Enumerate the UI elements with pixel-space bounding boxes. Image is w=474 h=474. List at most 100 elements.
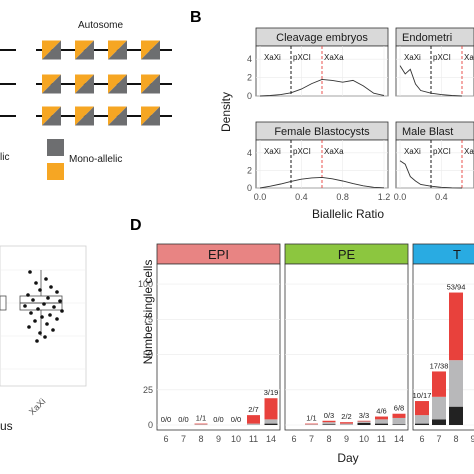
facet-title: Cleavage embryos <box>276 32 368 44</box>
bar-segment-monoallelic <box>264 423 278 425</box>
bar-segment-biallelic <box>432 371 446 397</box>
bar-count-label: 0/3 <box>324 411 334 420</box>
y-tick-label: 0 <box>148 420 153 430</box>
panel-c-grid <box>0 269 86 370</box>
bar-segment-mixed <box>392 417 406 425</box>
facet-title: Male Blast <box>402 126 453 138</box>
panel-d-bar-charts: EPI 0 25 50 75 100 0/0 6 0/0 7 1/1 8 0/0 9 0/0 10 2/7 11 3… <box>138 243 474 444</box>
reference-label: XaXa <box>464 147 474 156</box>
bar-segment-mixed <box>375 419 388 424</box>
bar-segment-mixed <box>194 424 208 425</box>
bar-segment-biallelic <box>322 420 336 423</box>
data-point <box>27 325 31 329</box>
bar-segment-biallelic <box>415 401 429 416</box>
x-tick-label: 11 <box>249 434 258 444</box>
panel-b-ylabel: Density <box>219 92 233 132</box>
x-tick-label: 9 <box>216 434 221 444</box>
allele-tile-mono-half <box>75 74 94 94</box>
x-tick-label: 0.4 <box>435 192 448 202</box>
chromosome-rows <box>0 40 172 126</box>
y-tick-label: 2 <box>247 165 252 175</box>
y-tick-label: 50 <box>143 350 153 360</box>
bar-segment-biallelic <box>375 416 388 420</box>
bar-count-label: 0/0 <box>213 415 223 424</box>
allele-tile-mono-half <box>42 40 61 60</box>
bar-segment-biallelic <box>357 420 371 422</box>
data-point <box>28 270 32 274</box>
data-point <box>36 307 40 311</box>
facet-panel <box>156 263 281 431</box>
bar-segment-mixed <box>322 422 336 425</box>
x-tick-label: 0.0 <box>254 192 267 202</box>
y-tick-label: 100 <box>138 279 153 289</box>
allele-tile-mono-half <box>141 74 160 94</box>
x-tick-label: 6 <box>291 434 296 444</box>
bar-count-label: 6/8 <box>394 404 404 413</box>
bar-segment-mixed <box>264 419 278 424</box>
bar-segment-biallelic <box>194 423 208 425</box>
x-tick-label: 8 <box>326 434 331 444</box>
x-tick-label: 10 <box>231 434 241 444</box>
bar-segment-biallelic <box>247 415 260 424</box>
data-point <box>45 322 49 326</box>
panel-d-xlabel: Day <box>337 451 358 465</box>
data-point <box>38 288 42 292</box>
facet-title: PE <box>338 247 356 262</box>
data-point <box>46 296 50 300</box>
x-tick-label: 0.8 <box>336 192 349 202</box>
density-line <box>259 78 385 97</box>
reference-label: pXCI <box>433 147 451 156</box>
data-point <box>43 335 47 339</box>
data-point <box>23 304 27 308</box>
legend-bi-swatch <box>47 163 64 180</box>
bar-count-label: 53/94 <box>447 283 466 292</box>
x-tick-label: 0.4 <box>295 192 308 202</box>
panel-c-xtick: XaXi <box>27 396 48 417</box>
y-tick-label: 0 <box>247 91 252 101</box>
x-tick-label: 10 <box>359 434 369 444</box>
bar-segment-monoallelic <box>449 406 463 425</box>
reference-label: XaXa <box>324 147 344 156</box>
x-tick-label: 7 <box>309 434 314 444</box>
data-point <box>44 277 48 281</box>
x-tick-label: 9 <box>344 434 349 444</box>
x-tick-label: 8 <box>453 434 458 444</box>
panel-d-ylabel: Number single cells <box>141 260 155 365</box>
x-tick-label: 9 <box>470 434 474 444</box>
panel-c-box-partial <box>0 295 7 311</box>
bar-count-label: 2/7 <box>248 405 258 414</box>
reference-label: XaXi <box>404 53 421 62</box>
x-tick-label: 0.0 <box>394 192 407 202</box>
data-point <box>48 313 52 317</box>
y-tick-label: 4 <box>247 148 252 158</box>
allele-tile-mono-half <box>108 106 127 126</box>
bar-segment-biallelic <box>305 423 318 425</box>
density-line <box>399 65 463 97</box>
bar-segment-mixed <box>449 360 463 407</box>
reference-label: XaXi <box>264 53 281 62</box>
bar-count-label: 2/2 <box>341 412 351 421</box>
facet-title: Endometri <box>402 32 452 44</box>
data-point <box>34 281 38 285</box>
allele-tile-mono-half <box>141 106 160 126</box>
allele-tile-mono-half <box>42 74 61 94</box>
facet-title: Female Blastocysts <box>274 126 370 138</box>
data-point <box>42 302 46 306</box>
facet-panel <box>284 263 409 431</box>
bar-count-label: 0/0 <box>178 415 188 424</box>
bar-count-label: 3/3 <box>359 411 369 420</box>
bar-segment-mixed <box>247 423 260 425</box>
bar-segment-mixed <box>415 415 429 424</box>
bar-segment-monoallelic <box>322 424 336 425</box>
data-point <box>31 298 35 302</box>
reference-label: XaXi <box>404 147 421 156</box>
bar-segment-monoallelic <box>375 423 388 425</box>
data-point <box>58 299 62 303</box>
bar-count-label: 0/0 <box>231 415 241 424</box>
x-tick-label: 6 <box>163 434 168 444</box>
data-point <box>38 331 42 335</box>
bar-count-label: 0/0 <box>161 415 171 424</box>
x-tick-label: 7 <box>436 434 441 444</box>
bar-segment-monoallelic <box>415 423 429 425</box>
